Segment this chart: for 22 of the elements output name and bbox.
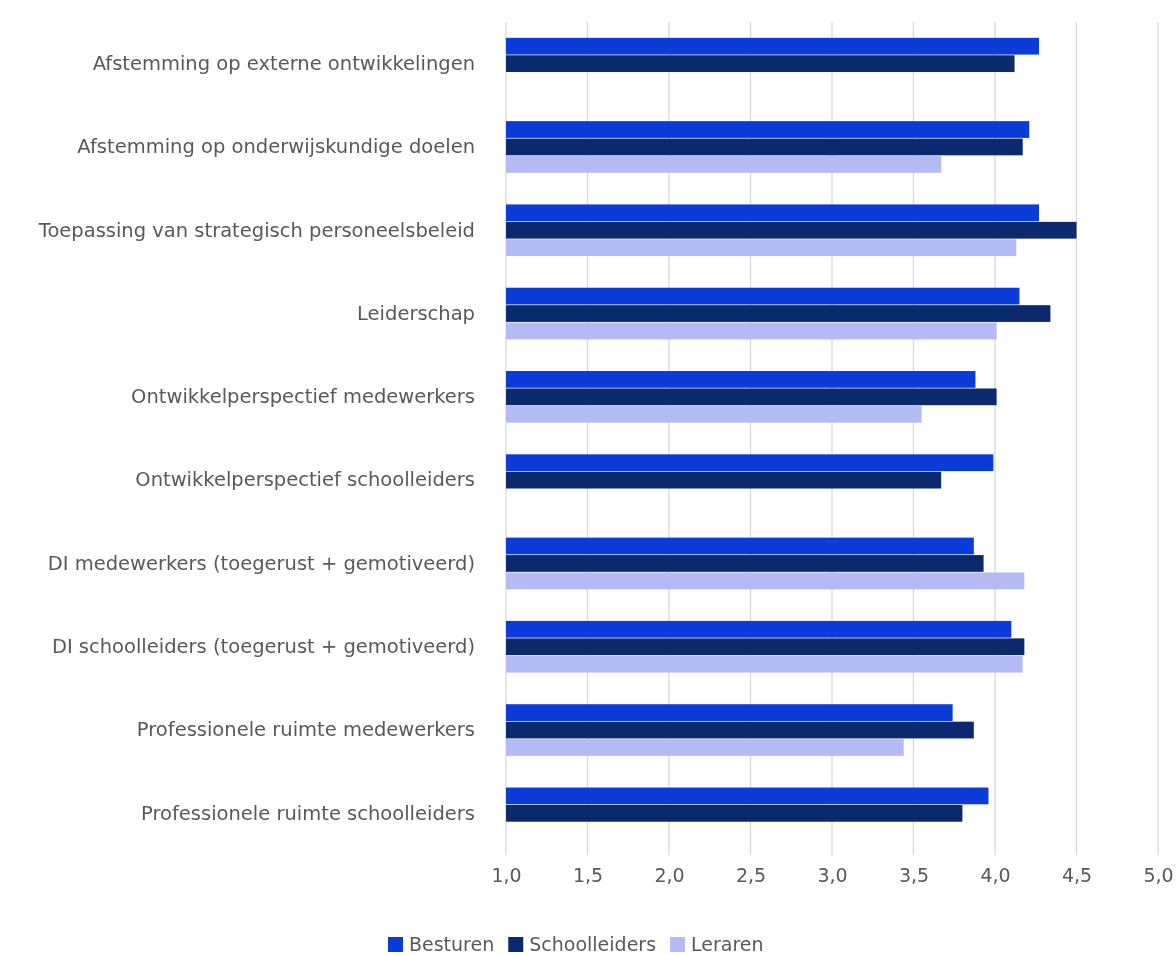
y-tick-label: Afstemming op externe ontwikkelingen	[92, 51, 475, 75]
x-tick-label: 1,0	[491, 864, 522, 887]
y-tick-label: Afstemming op onderwijskundige doelen	[77, 135, 475, 159]
x-tick-label: 4,0	[980, 864, 1011, 887]
x-tick-label: 2,5	[735, 864, 767, 887]
x-tick-label: 1,5	[572, 864, 604, 887]
y-tick-label: Leiderschap	[357, 301, 475, 325]
x-tick-label: 3,5	[898, 864, 930, 887]
y-tick-label: DI medewerkers (toegerust + gemotiveerd)	[47, 551, 475, 575]
x-tick-label: 3,0	[817, 864, 848, 887]
y-tick-label: Ontwikkelperspectief medewerkers	[131, 385, 475, 409]
x-tick-label: 2,0	[654, 864, 685, 887]
x-tick-label: 5,0	[1143, 864, 1174, 887]
y-tick-label: Toepassing van strategisch personeelsbeleid	[37, 218, 475, 242]
y-tick-label: Professionele ruimte medewerkers	[136, 718, 475, 742]
y-tick-label: Ontwikkelperspectief schoolleiders	[135, 468, 475, 492]
legend-label: Leraren	[691, 933, 764, 955]
legend-label: Schoolleiders	[529, 933, 657, 955]
y-tick-label: DI schoolleiders (toegerust + gemotiveerd)	[51, 634, 475, 658]
x-tick-label: 4,5	[1061, 864, 1093, 887]
legend-label: Besturen	[409, 933, 495, 955]
y-tick-label: Professionele ruimte schoolleiders	[141, 801, 475, 825]
